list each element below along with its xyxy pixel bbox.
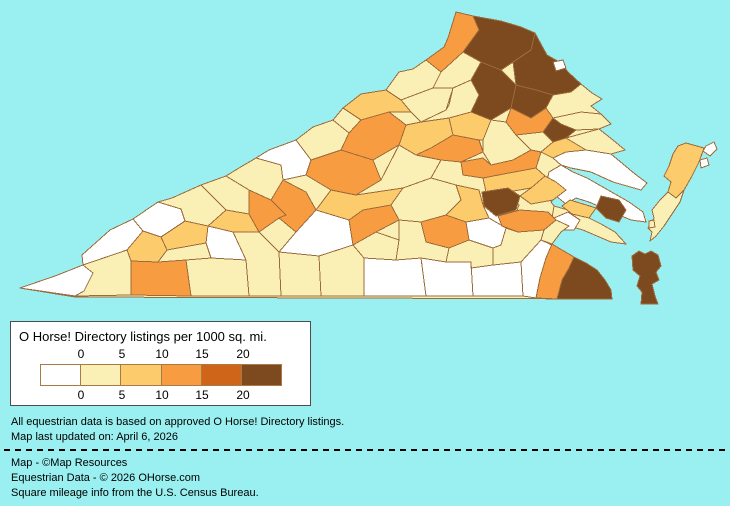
legend-box: O Horse! Directory listings per 1000 sq.… <box>10 321 311 406</box>
region-rockingham <box>340 111 407 161</box>
legend-tick-bottom-2: 10 <box>155 388 169 402</box>
region-franklin <box>278 251 322 297</box>
legend-tick-top-4: 20 <box>236 347 250 361</box>
dashed-divider <box>4 449 726 451</box>
region-essex <box>540 137 587 159</box>
legend-tick-bottom-3: 15 <box>195 388 209 402</box>
region-stafford <box>505 107 554 136</box>
note-last-updated: Map last updated on: April 6, 2026 <box>11 431 178 443</box>
region-richmond-city <box>481 187 521 217</box>
note-data-source: All equestrian data is based on approved… <box>11 416 345 428</box>
legend-tick-top-0: 0 <box>77 347 85 361</box>
region-mathews <box>595 195 627 223</box>
region-new-kent <box>519 175 567 205</box>
legend-color-ramp <box>40 364 282 386</box>
region-falls-church <box>552 59 567 72</box>
region-pittsylvania <box>363 257 427 297</box>
region-orange <box>415 134 484 163</box>
region-chincoteague <box>702 141 718 157</box>
legend-tick-bottom-0: 0 <box>77 388 85 402</box>
region-lee <box>19 264 94 297</box>
region-tangier <box>648 219 656 229</box>
region-cumberland <box>445 184 490 223</box>
legend-swatch-0 <box>41 365 82 385</box>
credit-census: Square mileage info from the U.S. Census… <box>11 487 259 499</box>
credit-map: Map - ©Map Resources <box>11 457 128 469</box>
legend-title: O Horse! Directory listings per 1000 sq.… <box>19 329 267 344</box>
legend-swatch-3 <box>161 365 202 385</box>
legend-swatch-4 <box>201 365 242 385</box>
region-gloucester <box>561 199 597 219</box>
region-northampton <box>647 189 685 242</box>
region-grayson <box>185 257 250 297</box>
region-mecklenburg <box>470 261 524 297</box>
region-louisa <box>460 149 542 179</box>
legend-swatch-5 <box>241 365 282 385</box>
region-washington <box>130 259 192 297</box>
legend-swatch-1 <box>81 365 122 385</box>
legend-tick-top-1: 5 <box>118 347 126 361</box>
region-virginia-beach <box>631 250 662 305</box>
region-assateague <box>699 157 710 169</box>
region-norfolk <box>556 256 613 300</box>
region-king-george <box>552 111 612 131</box>
legend-swatch-2 <box>121 365 162 385</box>
legend-tick-top-3: 15 <box>195 347 209 361</box>
credit-equestrian-data: Equestrian Data - © 2026 OHorse.com <box>11 472 201 484</box>
legend-tick-top-2: 10 <box>155 347 169 361</box>
region-halifax <box>420 257 474 297</box>
legend-tick-bottom-1: 5 <box>118 388 126 402</box>
legend-tick-bottom-4: 20 <box>236 388 250 402</box>
